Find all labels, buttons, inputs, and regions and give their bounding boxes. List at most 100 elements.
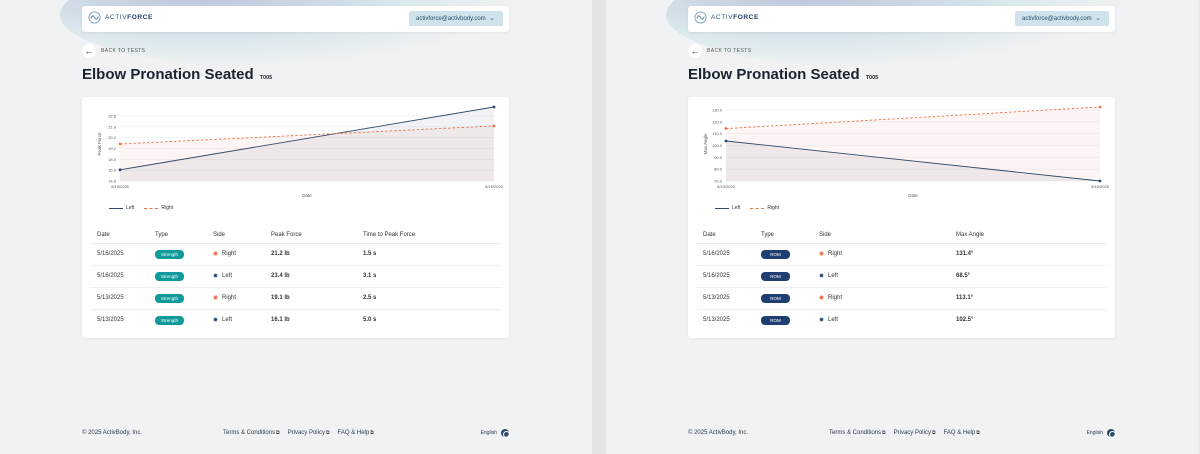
legend-left-label: Left: [126, 205, 135, 211]
cell-value: 21.2 lb: [271, 251, 290, 257]
footer-links: Terms & Conditions⧉ Privacy Policy⧉ FAQ & …: [223, 430, 374, 436]
logo-icon: [88, 11, 101, 24]
legend-left[interactable]: Left: [109, 205, 134, 211]
cell-date: 5/13/2025: [97, 295, 124, 301]
footer-link-label: Privacy Policy: [893, 430, 931, 436]
cell-time-to-peak: 2.5 s: [363, 295, 377, 301]
footer-link-label: FAQ & Help: [337, 430, 370, 436]
series-left-point: [724, 139, 728, 143]
y-tick-label: 14.8: [108, 179, 117, 184]
table-header-row: Date Type Side Max Angle: [697, 227, 1107, 244]
back-to-tests-link[interactable]: ← BACK TO TESTS: [688, 44, 751, 58]
type-badge: Strength: [155, 271, 184, 281]
cell-time-to-peak: 5.0 s: [363, 317, 377, 324]
language-selector[interactable]: English: [1087, 429, 1116, 438]
table-row[interactable]: 5/13/2025 Strength Left 16.1 lb 5.0 s: [91, 309, 501, 331]
cell-value: 23.4 lb: [271, 273, 290, 279]
series-right-point: [118, 142, 122, 146]
chevron-down-icon: ⌄: [1095, 15, 1101, 22]
footer-link-terms-conditions[interactable]: Terms & Conditions⧉: [829, 430, 886, 436]
column-header-date: Date: [697, 227, 755, 244]
series-left-area: [120, 107, 494, 181]
back-to-tests-link[interactable]: ← BACK TO TESTS: [82, 44, 145, 58]
footer-link-terms-conditions[interactable]: Terms & Conditions⧉: [223, 430, 280, 436]
activforce-logo[interactable]: ACTIVFORCE: [694, 11, 759, 24]
cell-date: 5/13/2025: [703, 295, 730, 301]
user-email: activforce@activbody.com: [416, 15, 486, 22]
cell-value: 113.1°: [956, 295, 974, 301]
legend-left[interactable]: Left: [715, 205, 740, 211]
table-row[interactable]: 5/13/2025 Strength Right 19.1 lb 2.5 s: [91, 287, 501, 310]
cell-date: 5/13/2025: [97, 317, 124, 324]
side-left-dot-icon: [213, 272, 218, 278]
side-right-dot-icon: [819, 250, 824, 256]
user-menu-button[interactable]: activforce@activbody.com ⌄: [1015, 11, 1109, 26]
logo-text: ACTIVFORCE: [711, 14, 759, 21]
legend-right[interactable]: Right: [750, 205, 779, 211]
copyright: © 2025 ActivBody, Inc.: [82, 430, 143, 436]
activforce-logo[interactable]: ACTIVFORCE: [88, 11, 153, 24]
y-tick-label: 80.0: [714, 167, 723, 172]
cell-date: 5/16/2025: [97, 273, 124, 279]
cell-value: 102.5°: [956, 317, 974, 324]
y-tick-label: 22.5: [108, 114, 117, 119]
column-header-type: Type: [755, 227, 813, 244]
trend-chart: 14.8 16.0 18.0 19.2 20.2 21.6 22.5 5/13/2025 5/1…: [97, 105, 504, 198]
arrow-left-icon: ←: [688, 44, 702, 58]
external-link-icon: ⧉: [976, 430, 980, 436]
footer-link-label: FAQ & Help: [943, 430, 976, 436]
y-tick-label: 19.2: [108, 146, 117, 151]
column-header-date: Date: [91, 227, 149, 244]
user-menu-button[interactable]: activforce@activbody.com ⌄: [409, 11, 503, 26]
legend-right-label: Right: [767, 205, 780, 211]
table-row[interactable]: 5/16/2025 Strength Right 21.2 lb 1.5 s: [91, 243, 501, 266]
side-left-dot-icon: [213, 317, 218, 323]
y-axis-label: Max Angle: [703, 133, 708, 155]
top-bar: ACTIVFORCE activforce@activbody.com ⌄: [82, 6, 509, 32]
chart-legend: Left Right: [109, 205, 173, 211]
legend-right[interactable]: Right: [144, 205, 173, 211]
legend-right-swatch: [144, 207, 159, 209]
column-header-side: Side: [207, 227, 265, 244]
type-badge: Strength: [155, 293, 184, 303]
series-left-line: [725, 140, 1101, 182]
table-row[interactable]: 5/13/2025 ROM Left 102.5°: [697, 309, 1107, 331]
footer-link-privacy-policy[interactable]: Privacy Policy⧉: [894, 430, 936, 436]
cell-side: Right: [222, 295, 237, 302]
series-left-point: [118, 168, 122, 172]
legend-left-swatch: [109, 207, 123, 209]
cell-time-to-peak: 3.1 s: [363, 273, 377, 279]
results-card: 14.8 16.0 18.0 19.2 20.2 21.6 22.5 5/13/2025 5/1…: [82, 97, 509, 338]
copyright: © 2025 ActivBody, Inc.: [688, 430, 749, 436]
footer-link-faq-help[interactable]: FAQ & Help⧉: [338, 430, 374, 436]
cell-side: Left: [222, 317, 233, 324]
table-row[interactable]: 5/16/2025 ROM Left 68.5°: [697, 265, 1107, 288]
side-left-dot-icon: [819, 272, 824, 278]
cell-date: 5/16/2025: [703, 251, 730, 257]
footer-link-faq-help[interactable]: FAQ & Help⧉: [944, 430, 980, 436]
cell-date: 5/16/2025: [703, 273, 730, 279]
series-right-point: [724, 127, 728, 130]
series-right-point: [1098, 105, 1102, 109]
table-row[interactable]: 5/16/2025 ROM Right 131.4°: [697, 243, 1107, 266]
x-tick-label: 5/13/2025: [717, 184, 736, 189]
series-left-point: [1098, 179, 1102, 183]
results-table: Date Type Side Max Angle 5/16/2025 ROM Right 1…: [697, 227, 1107, 331]
cell-side: Left: [222, 273, 233, 280]
y-tick-label: 20.2: [108, 135, 117, 140]
cell-time-to-peak: 1.5 s: [363, 251, 377, 257]
y-tick-label: 18.0: [108, 157, 117, 162]
arrow-left-icon: ←: [82, 44, 96, 58]
table-row[interactable]: 5/13/2025 ROM Right 113.1°: [697, 287, 1107, 310]
language-selector[interactable]: English: [480, 429, 510, 438]
language-label: English: [480, 430, 497, 436]
side-right-dot-icon: [213, 294, 218, 300]
y-tick-label: 16.0: [108, 168, 117, 173]
footer-link-label: Privacy Policy: [287, 430, 325, 436]
external-link-icon: ⧉: [882, 430, 886, 436]
footer-link-privacy-policy[interactable]: Privacy Policy⧉: [288, 430, 330, 436]
cell-date: 5/16/2025: [97, 251, 124, 257]
table-row[interactable]: 5/16/2025 Strength Left 23.4 lb 3.1 s: [91, 265, 501, 288]
external-link-icon: ⧉: [370, 430, 374, 436]
cell-value: 16.1 lb: [271, 317, 290, 324]
